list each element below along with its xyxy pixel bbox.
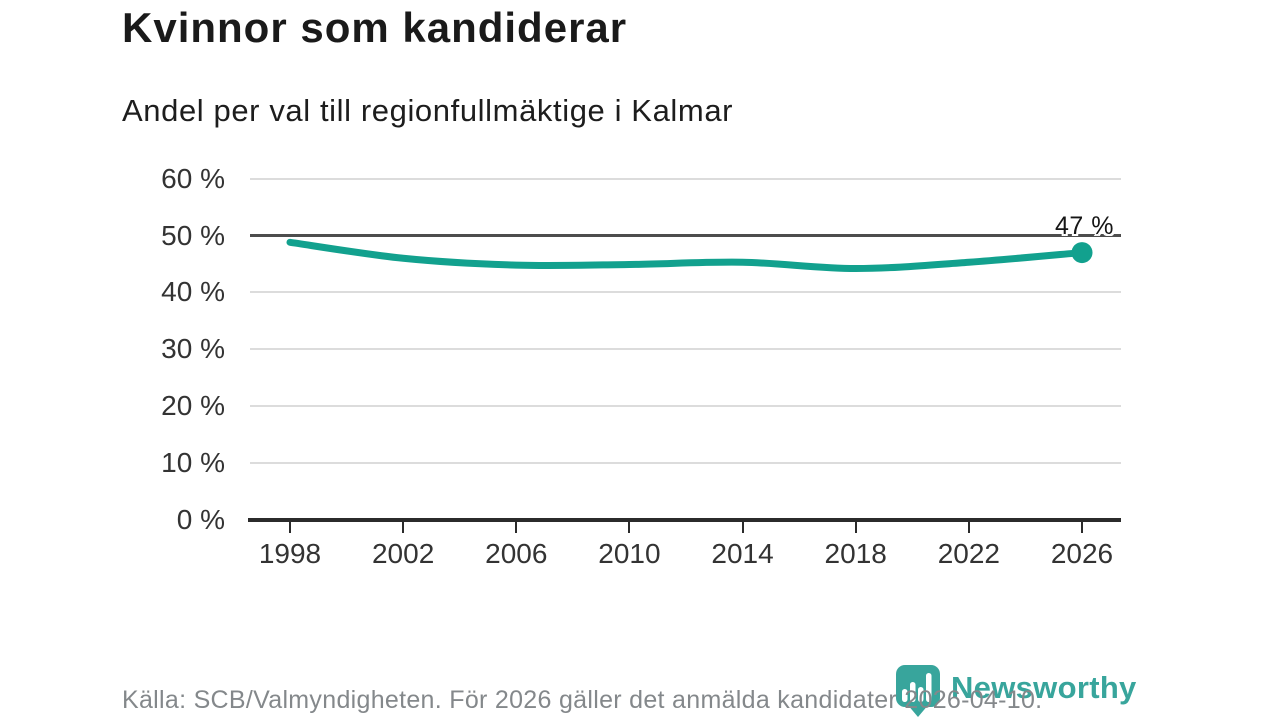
gridline [250,462,1121,465]
data-line [286,238,1086,273]
gridline [250,291,1121,294]
x-axis-tick [515,521,518,533]
x-axis-tick [967,521,970,533]
y-tick-label: 40 % [161,276,225,308]
x-tick-label: 2002 [371,538,435,569]
end-value-label: 47 % [1055,212,1114,240]
x-tick-label: 2026 [1050,538,1114,569]
newsworthy-logo-text: Newsworthy [951,670,1137,705]
x-axis-tick [289,521,291,533]
x-tick-label: 1998 [258,538,322,569]
gridline [250,177,1121,180]
x-tick-label: 2014 [711,538,774,569]
x-axis-tick [628,521,631,533]
y-tick-label: 0 % [176,504,225,535]
y-tick-label: 20 % [161,390,225,422]
x-tick-label: 2010 [598,538,661,569]
chart-subtitle: Andel per val till regionfullmäktige i K… [122,93,734,128]
y-tick-label: 60 % [161,162,225,194]
x-tick-label: 2022 [937,538,1000,569]
last-point-marker [1071,242,1093,264]
x-axis-line [248,518,1121,522]
x-axis-tick [854,521,857,533]
y-tick-label: 50 % [161,219,225,251]
x-tick-label: 2006 [485,538,548,569]
page-title: Kvinnor som kandiderar [122,4,628,51]
x-axis-tick [402,521,405,533]
y-tick-label: 10 % [161,447,225,479]
reference-line-50 [250,234,1121,237]
bar-chart-pin-icon [896,665,940,717]
newsworthy-logo: Newsworthy [895,664,1137,718]
x-axis-tick [1081,521,1083,533]
x-axis-tick [741,521,744,533]
y-tick-label: 30 % [161,333,225,365]
gridline [250,348,1121,351]
x-tick-label: 2018 [824,538,887,569]
gridline [250,405,1121,408]
source-note: Källa: SCB/Valmyndigheten. För 2026 gäll… [122,686,1043,714]
